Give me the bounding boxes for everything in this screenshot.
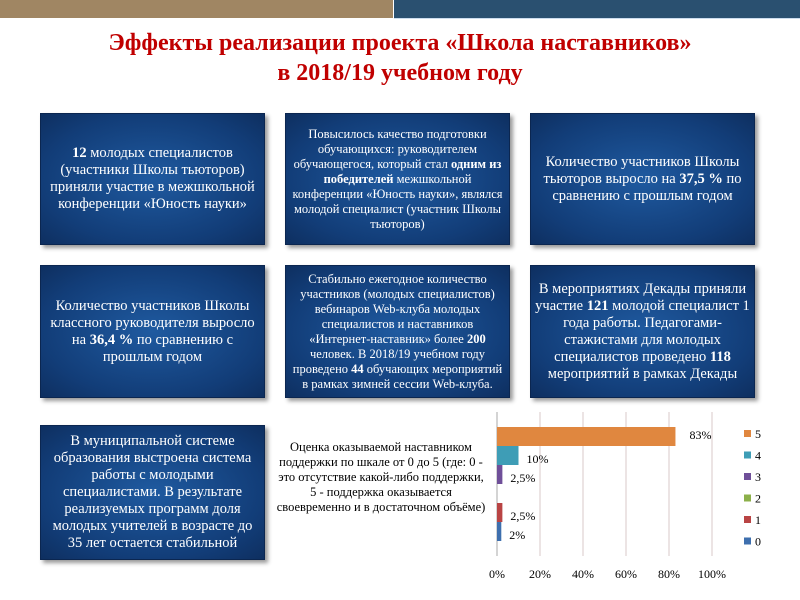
box-text: 12 молодых специалистов (участники Школы… [50, 145, 255, 212]
info-box-1: 12 молодых специалистов (участники Школы… [40, 113, 265, 245]
info-box-7: В муниципальной системе образования выст… [40, 425, 265, 560]
bar-1 [497, 503, 503, 522]
legend-swatch-4 [744, 451, 751, 459]
legend-label: 0 [755, 535, 761, 549]
box-text: Повысилось качество подготовки обучающих… [292, 126, 503, 231]
box-text: Количество участников Школы классного ру… [50, 297, 255, 365]
legend-label: 5 [755, 427, 761, 441]
bar-5 [497, 427, 676, 446]
x-tick-label: 80% [658, 567, 680, 581]
info-box-2: Повысилось качество подготовки обучающих… [285, 113, 510, 245]
x-tick-label: 60% [615, 567, 637, 581]
x-tick-label: 0% [489, 567, 505, 581]
data-label: 2% [509, 528, 525, 542]
legend-swatch-2 [744, 494, 751, 502]
box-text: В мероприятиях Декады при­няли участие 1… [535, 280, 750, 382]
title-line-2: в 2018/19 учебном году [277, 60, 523, 86]
data-label: 83% [689, 428, 711, 442]
bar-4 [497, 446, 519, 465]
slide-title: Эффекты реализации проекта «Школа настав… [0, 28, 800, 88]
title-line-1: Эффекты реализации проекта «Школа настав… [108, 30, 692, 56]
box-text: Количество участников Школы тьюторов выр… [543, 153, 742, 204]
chart-label: Оценка оказываемой наставником поддержки… [276, 440, 486, 514]
header-bar-left [0, 0, 393, 18]
info-box-6: В мероприятиях Декады при­няли участие 1… [530, 265, 755, 398]
info-box-4: Количество участников Школы классного ру… [40, 265, 265, 398]
box-text: В муниципальной системе образования выст… [52, 433, 253, 551]
legend-swatch-0 [744, 537, 751, 545]
bar-3 [497, 465, 503, 484]
legend-label: 1 [755, 513, 761, 527]
x-tick-label: 20% [529, 567, 551, 581]
legend-swatch-1 [744, 516, 751, 523]
legend-label: 2 [755, 492, 761, 506]
data-label: 2,5% [510, 471, 535, 485]
legend-swatch-5 [744, 430, 751, 437]
box-text: Стабильно ежегодное количество участнико… [292, 271, 503, 391]
legend-swatch-3 [744, 473, 751, 480]
legend-label: 3 [755, 470, 761, 484]
legend-label: 4 [755, 449, 761, 463]
data-label: 2,5% [510, 509, 535, 523]
data-label: 10% [527, 452, 549, 466]
x-tick-label: 100% [698, 567, 726, 581]
info-box-3: Количество участников Школы тьюторов выр… [530, 113, 755, 245]
header-bar-right [394, 0, 800, 19]
info-box-5: Стабильно ежегодное количество участнико… [285, 265, 510, 398]
bar-0 [497, 522, 502, 541]
x-tick-label: 40% [572, 567, 594, 581]
